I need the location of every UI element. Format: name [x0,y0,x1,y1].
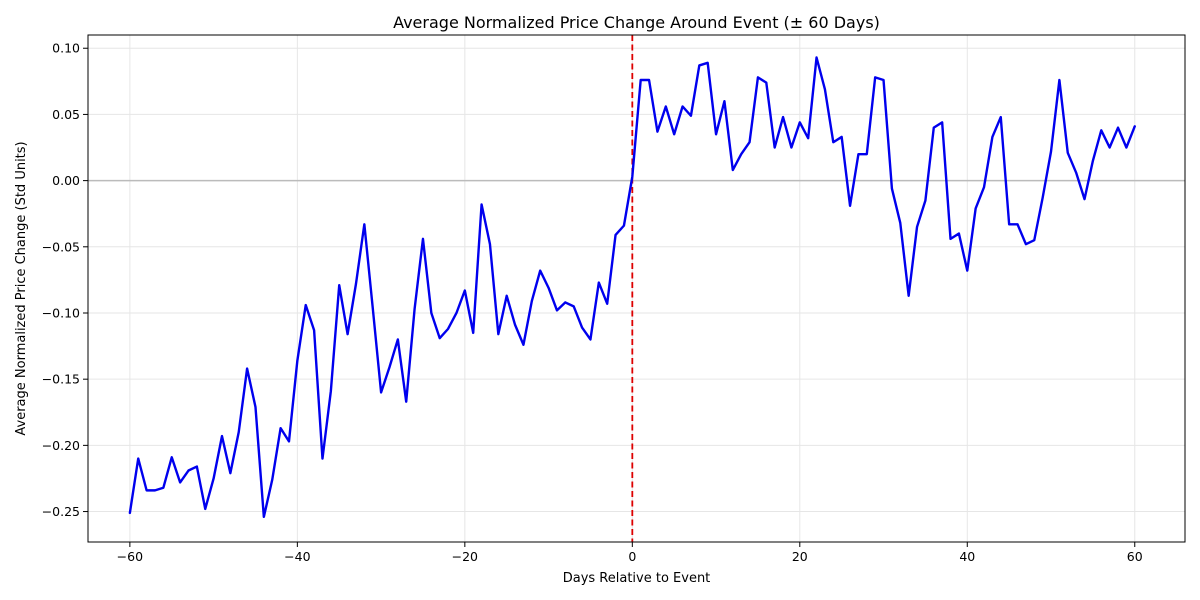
chart-title: Average Normalized Price Change Around E… [393,13,880,32]
x-axis-ticks: −60 −40 −20 0 20 40 60 [117,542,1143,564]
x-tick-label: 40 [959,549,975,564]
y-tick-label: 0.05 [52,107,80,122]
y-axis-label: Average Normalized Price Change (Std Uni… [14,141,29,435]
y-tick-label: 0.10 [52,41,80,56]
plot-frame [87,34,1186,543]
y-tick-label: −0.05 [42,239,80,254]
x-tick-label: 20 [792,549,808,564]
reference-lines [88,35,1185,542]
x-tick-label: −20 [452,549,478,564]
y-tick-label: −0.25 [42,504,80,519]
x-tick-label: 0 [628,549,636,564]
x-axis-label: Days Relative to Event [563,571,711,586]
y-tick-label: 0.00 [52,173,80,188]
x-tick-label: −60 [117,549,143,564]
y-tick-label: −0.20 [42,438,80,453]
x-tick-label: −40 [284,549,310,564]
y-tick-label: −0.10 [42,305,80,320]
y-tick-label: −0.15 [42,372,80,387]
y-axis-ticks: −0.25 −0.20 −0.15 −0.10 −0.05 0.00 0.05 0.10 [42,41,88,519]
series-layer [128,56,1136,519]
series-line [128,56,1136,519]
x-tick-label: 60 [1127,549,1143,564]
